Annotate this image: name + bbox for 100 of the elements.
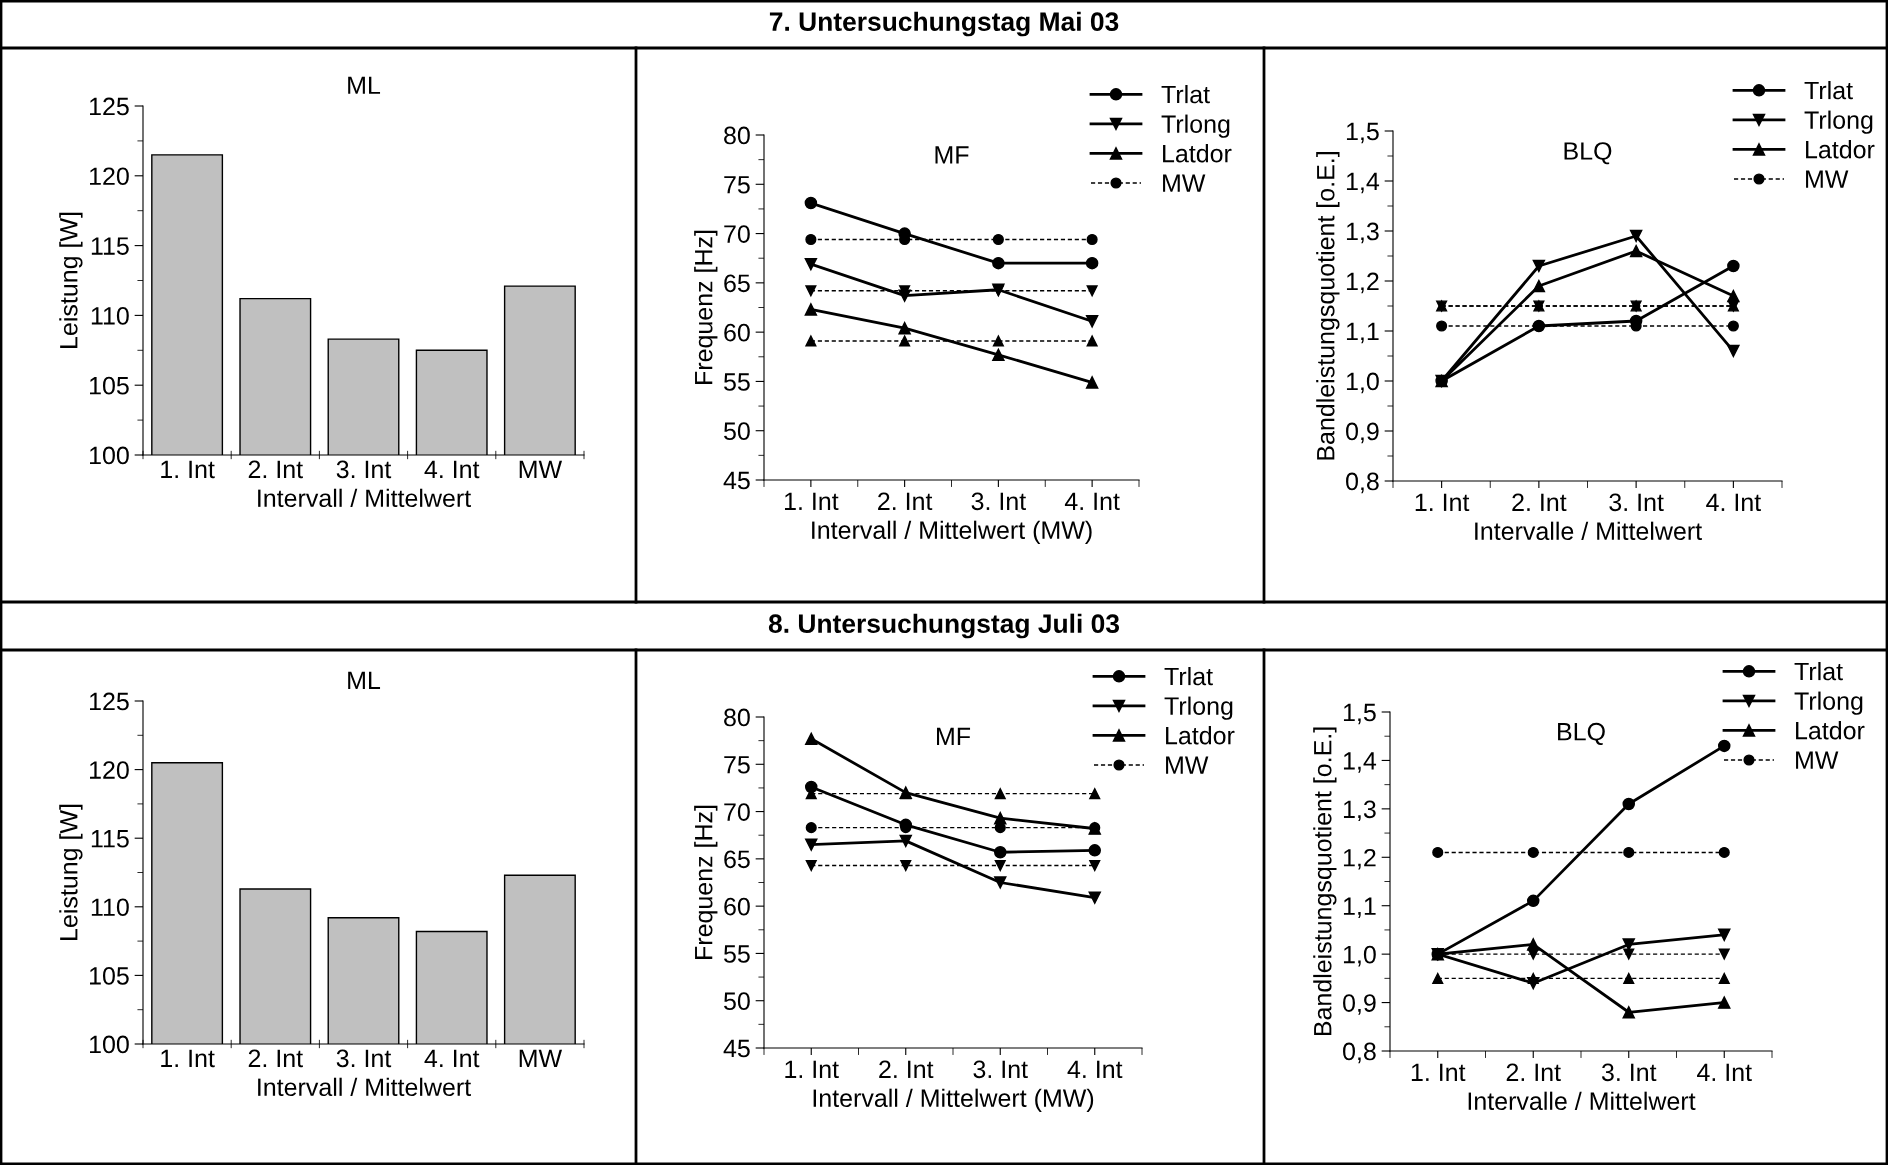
y-tick-label: 120 [90, 761, 129, 779]
y-tick-label: 115 [91, 237, 129, 255]
y-tick-label: 1,1 [1346, 322, 1379, 344]
y-tick-label: 70 [724, 225, 750, 243]
chart-title: ML [348, 76, 381, 94]
x-tick-label: 4. Int [1067, 1060, 1123, 1079]
legend-label: MW [1163, 174, 1206, 192]
x-tick-label: 3. Int [1609, 493, 1664, 512]
x-axis-title: Intervalle / Mittelwert [1475, 521, 1702, 541]
x-tick-label: 2. Int [248, 460, 303, 479]
x-axis-title: Intervall / Mittelwert [258, 488, 471, 508]
legend-label: Latdor [1796, 721, 1865, 740]
legend-label: Latdor [1166, 726, 1235, 745]
y-tick-label: 75 [724, 756, 750, 774]
legend-label: MW [1166, 756, 1209, 774]
legend-label: Trlat [1161, 85, 1210, 104]
y-tick-label: 45 [723, 1039, 750, 1058]
legend-label: Trlat [1794, 662, 1843, 681]
x-tick-label: MW [519, 1049, 563, 1067]
x-axis-title: Intervall / Mittelwert [258, 1077, 471, 1097]
legend-label: Trlong [1161, 114, 1230, 138]
legend-label: MW [1796, 751, 1839, 769]
legend-label: Trlat [1804, 81, 1853, 100]
x-tick-label: 2. Int [1506, 1063, 1561, 1082]
x-tick-label: 1. Int [161, 1049, 215, 1068]
y-tick-label: 55 [724, 945, 750, 963]
y-tick-label: 100 [90, 446, 129, 465]
chart-title: MF [935, 146, 969, 164]
y-tick-label: 125 [90, 97, 129, 116]
x-tick-label: 4. Int [424, 460, 480, 479]
y-tick-label: 1,2 [1343, 848, 1376, 870]
y-tick-label: 105 [90, 376, 129, 395]
x-axis-title: Intervall / Mittelwert (MW) [812, 520, 1092, 544]
chart-title: ML [348, 671, 381, 689]
legend-label: Trlong [1804, 110, 1873, 134]
x-axis-title: Intervall / Mittelwert (MW) [813, 1088, 1094, 1112]
y-tick-label: 65 [724, 274, 750, 293]
x-tick-label: 2. Int [248, 1049, 303, 1068]
y-axis-title: Frequenz [Hz] [694, 230, 718, 384]
x-tick-label: 3. Int [973, 1060, 1028, 1079]
y-tick-label: 1,4 [1343, 752, 1377, 773]
x-tick-label: 1. Int [784, 492, 839, 511]
x-tick-label: 1. Int [785, 1060, 839, 1079]
x-tick-label: 4. Int [1064, 492, 1120, 511]
y-axis-title: Leistung [W] [59, 804, 83, 940]
y-tick-label: 110 [91, 898, 129, 917]
y-tick-label: 0,9 [1346, 422, 1379, 444]
y-tick-label: 105 [90, 967, 129, 985]
x-tick-label: 4. Int [1706, 493, 1761, 512]
y-tick-label: 55 [724, 373, 750, 391]
y-tick-label: 1,5 [1346, 122, 1379, 144]
x-tick-label: MW [519, 460, 563, 478]
x-tick-label: 2. Int [878, 492, 933, 511]
x-axis-title: Intervalle / Mittelwert [1468, 1091, 1696, 1111]
chart-subtitle: 8. Untersuchungstag Juli 03 [768, 613, 1120, 639]
legend-label: Trlat [1164, 667, 1213, 686]
x-tick-label: 1. Int [1411, 1063, 1466, 1082]
y-tick-label: 60 [724, 323, 750, 342]
y-tick-label: 0,8 [1346, 472, 1379, 494]
y-tick-label: 50 [724, 992, 750, 1011]
x-tick-label: 1. Int [1415, 493, 1470, 512]
y-tick-label: 1,0 [1343, 945, 1376, 967]
x-tick-label: 4. Int [1697, 1063, 1752, 1082]
y-tick-label: 1,4 [1346, 172, 1380, 194]
y-tick-label: 1,1 [1343, 897, 1376, 918]
x-tick-label: 3. Int [336, 460, 392, 479]
legend-label: Latdor [1806, 140, 1875, 159]
legend-label: MW [1806, 170, 1849, 188]
legend-label: Trlong [1164, 696, 1233, 720]
y-tick-label: 125 [90, 692, 129, 711]
y-tick-label: 100 [90, 1035, 129, 1054]
y-axis-title: Frequenz [Hz] [694, 805, 718, 959]
y-tick-label: 0,8 [1343, 1042, 1376, 1064]
y-axis-title: Leistung [W] [59, 212, 83, 348]
y-tick-label: 0,9 [1343, 994, 1376, 1015]
chart-title: BLQ [1558, 722, 1605, 746]
y-tick-label: 50 [724, 422, 750, 441]
legend-label: Latdor [1163, 144, 1232, 163]
x-tick-label: 3. Int [336, 1049, 392, 1068]
chart-title: BLQ [1564, 142, 1612, 165]
y-tick-label: 80 [724, 126, 750, 145]
chart-subtitle: 7. Untersuchungstag Mai 03 [769, 11, 1119, 37]
y-tick-label: 1,3 [1343, 800, 1376, 822]
y-tick-label: 1,0 [1346, 372, 1379, 394]
y-tick-label: 1,3 [1346, 222, 1379, 244]
y-tick-label: 45 [723, 471, 750, 490]
y-tick-label: 1,5 [1343, 703, 1376, 725]
y-tick-label: 65 [724, 850, 750, 869]
y-tick-label: 70 [724, 803, 750, 821]
legend-label: Trlong [1794, 691, 1863, 715]
x-tick-label: 4. Int [424, 1049, 480, 1068]
y-axis-title: Bandleistungsquotient [o.E.] [1316, 152, 1340, 460]
x-tick-label: 2. Int [879, 1060, 934, 1079]
y-tick-label: 60 [724, 897, 750, 916]
x-tick-label: 3. Int [1601, 1063, 1657, 1082]
y-tick-label: 115 [91, 830, 129, 848]
chart-title: MF [937, 727, 971, 746]
y-tick-label: 1,2 [1346, 272, 1379, 294]
y-axis-title: Bandleistungsquotient [o.E.] [1313, 727, 1337, 1036]
x-tick-label: 1. Int [161, 460, 215, 479]
